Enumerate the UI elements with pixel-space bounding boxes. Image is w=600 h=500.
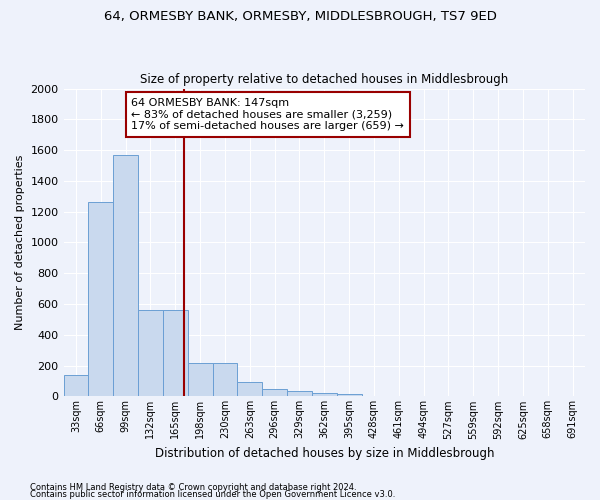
Text: Contains HM Land Registry data © Crown copyright and database right 2024.: Contains HM Land Registry data © Crown c… [30,484,356,492]
Bar [212,362,238,396]
X-axis label: Distribution of detached houses by size in Middlesbrough: Distribution of detached houses by size … [155,447,494,460]
Bar [113,154,138,396]
Bar [238,382,262,396]
Y-axis label: Number of detached properties: Number of detached properties [15,155,25,330]
Bar [138,310,163,396]
Bar [163,310,188,396]
Text: 64, ORMESBY BANK, ORMESBY, MIDDLESBROUGH, TS7 9ED: 64, ORMESBY BANK, ORMESBY, MIDDLESBROUGH… [104,10,496,23]
Text: 64 ORMESBY BANK: 147sqm
← 83% of detached houses are smaller (3,259)
17% of semi: 64 ORMESBY BANK: 147sqm ← 83% of detache… [131,98,404,131]
Bar [188,362,212,396]
Bar [337,394,362,396]
Bar [64,375,88,396]
Bar [312,394,337,396]
Bar [262,388,287,396]
Text: Contains public sector information licensed under the Open Government Licence v3: Contains public sector information licen… [30,490,395,499]
Title: Size of property relative to detached houses in Middlesbrough: Size of property relative to detached ho… [140,73,508,86]
Bar [287,391,312,396]
Bar [88,202,113,396]
